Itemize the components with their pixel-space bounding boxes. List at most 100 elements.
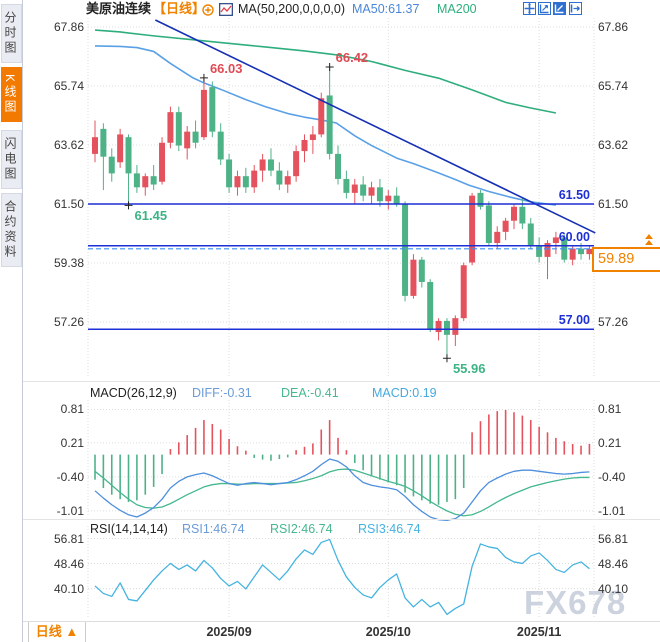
candlestick bbox=[569, 248, 576, 260]
candlestick bbox=[385, 195, 392, 202]
y-axis-label: -0.40 bbox=[598, 469, 626, 484]
candlestick bbox=[544, 242, 551, 257]
current-price-box: 59.89 bbox=[592, 247, 660, 272]
candlestick bbox=[267, 159, 274, 171]
sidebar-tab-0[interactable]: 分时图 bbox=[1, 4, 22, 63]
candlestick bbox=[284, 176, 291, 185]
pan-cross-icon[interactable] bbox=[523, 2, 536, 15]
candlestick bbox=[167, 112, 174, 143]
candlestick bbox=[184, 131, 191, 149]
candlestick bbox=[125, 137, 132, 174]
candlestick bbox=[427, 281, 434, 330]
y-axis-label: 48.46 bbox=[598, 556, 629, 571]
y-axis-label: 0.21 bbox=[60, 435, 84, 450]
candlestick bbox=[536, 245, 543, 257]
y-axis-label: 61.50 bbox=[53, 197, 84, 211]
exit-arrow-icon[interactable] bbox=[569, 2, 582, 15]
candlestick bbox=[200, 89, 207, 138]
y-axis-label: 59.38 bbox=[53, 256, 84, 271]
candlestick bbox=[443, 320, 450, 335]
candlestick bbox=[335, 153, 342, 179]
y-axis-label: 0.81 bbox=[60, 402, 84, 417]
price-annotation: 61.45 bbox=[134, 208, 168, 224]
rsi-line bbox=[94, 538, 590, 616]
candlestick bbox=[318, 98, 325, 135]
candlestick bbox=[251, 170, 258, 188]
candlestick bbox=[469, 195, 476, 263]
y-axis-label: 67.86 bbox=[53, 19, 84, 34]
y-axis-label: 40.10 bbox=[53, 581, 84, 596]
peak-marker bbox=[199, 73, 208, 82]
macd-dea-line bbox=[94, 468, 590, 517]
panel-separator bbox=[22, 519, 660, 520]
line-chart-icon[interactable] bbox=[219, 3, 233, 16]
candlestick bbox=[511, 206, 517, 221]
candlestick bbox=[301, 139, 308, 152]
candlestick bbox=[586, 248, 593, 255]
candlestick bbox=[452, 318, 459, 335]
circle-plus-icon[interactable] bbox=[202, 4, 214, 16]
macd-value: MACD:0.19 bbox=[372, 386, 437, 400]
candlestick bbox=[293, 151, 300, 177]
candlestick bbox=[309, 134, 316, 140]
support-resistance-label: 61.50 bbox=[558, 188, 590, 202]
x-axis-label: 2025/11 bbox=[516, 625, 562, 639]
candlestick bbox=[393, 195, 400, 205]
trendline[interactable] bbox=[154, 19, 596, 234]
candlestick bbox=[117, 134, 124, 163]
candlestick bbox=[242, 176, 249, 188]
peak-marker bbox=[325, 63, 334, 72]
y-axis-label: 65.74 bbox=[598, 78, 629, 93]
y-axis-label: 65.74 bbox=[53, 78, 84, 93]
sidebar-tab-1[interactable]: K线图 bbox=[1, 67, 22, 123]
indicator-label: MA(50,200,0,0,0,0) bbox=[238, 2, 346, 16]
x-axis-label: 2025/10 bbox=[365, 625, 411, 639]
candlestick bbox=[217, 131, 224, 160]
sidebar-tab-3[interactable]: 合约资料 bbox=[1, 193, 22, 267]
y-axis-label: 63.62 bbox=[53, 137, 84, 152]
axis-chart-icon-active[interactable] bbox=[553, 2, 566, 15]
candlestick bbox=[477, 192, 484, 207]
y-axis-label: 57.26 bbox=[598, 315, 629, 330]
y-axis-label: 56.81 bbox=[53, 531, 84, 546]
candlestick bbox=[234, 176, 241, 188]
candlestick bbox=[502, 220, 509, 232]
axis-zoom-icon[interactable] bbox=[538, 2, 551, 15]
support-resistance-label: 60.00 bbox=[558, 229, 590, 244]
y-axis-label: 57.26 bbox=[53, 315, 84, 330]
price-annotation: 66.42 bbox=[335, 50, 369, 66]
candlestick bbox=[192, 131, 199, 143]
candlestick bbox=[209, 87, 216, 132]
y-axis-label: 56.81 bbox=[598, 531, 629, 546]
candlestick bbox=[108, 156, 115, 174]
candlestick bbox=[259, 159, 266, 171]
candlestick bbox=[494, 231, 501, 243]
candlestick bbox=[226, 159, 233, 188]
sidebar-tab-2[interactable]: 闪电图 bbox=[1, 130, 22, 189]
candlestick bbox=[435, 320, 442, 333]
candlestick bbox=[159, 142, 166, 182]
candlestick bbox=[519, 206, 526, 224]
period-tab-daily[interactable]: 日线 ▲ bbox=[28, 622, 86, 642]
ma200-line bbox=[94, 29, 557, 114]
candlestick bbox=[460, 265, 467, 319]
candlestick bbox=[578, 248, 585, 255]
candlestick bbox=[276, 170, 283, 185]
ma50-value: MA50:61.37 bbox=[352, 2, 420, 16]
candlestick bbox=[376, 187, 383, 202]
panel-separator bbox=[22, 381, 660, 382]
period-tag: 【日线】 bbox=[153, 1, 206, 16]
peak-marker bbox=[442, 354, 451, 363]
y-axis-label: 48.46 bbox=[53, 556, 84, 571]
candlestick bbox=[402, 204, 409, 296]
y-axis-label: 0.21 bbox=[598, 435, 622, 450]
macd-diff-line bbox=[94, 458, 590, 521]
candlestick bbox=[326, 95, 333, 154]
candlestick bbox=[92, 137, 98, 154]
candlestick bbox=[368, 187, 375, 196]
price-alert-marker bbox=[645, 234, 653, 246]
candlestick bbox=[527, 223, 534, 246]
rsi-name: RSI(14,14,14) bbox=[90, 522, 168, 536]
